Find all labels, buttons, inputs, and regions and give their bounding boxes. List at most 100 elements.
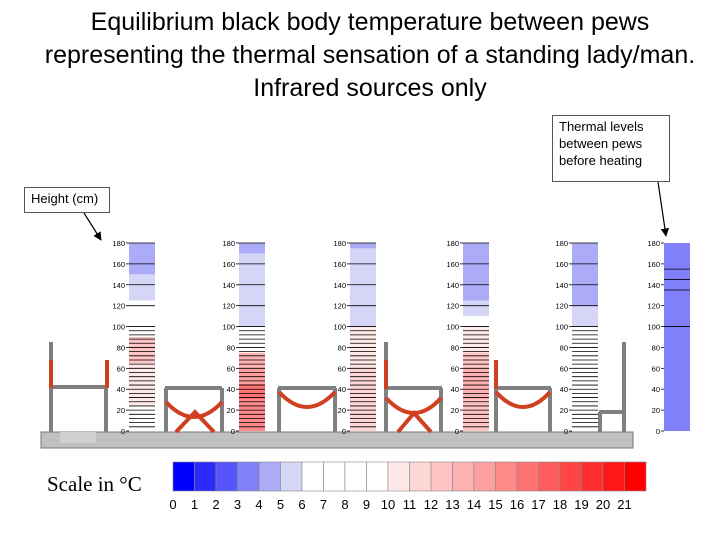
axis-tick-label: 20 [227,406,235,415]
pew-4 [384,342,443,434]
scale-tick-label: 8 [341,497,348,512]
slide-title: Equilibrium black body temperature betwe… [44,8,696,102]
thermal-levels-callout: Thermal levels between pews before heati… [552,115,670,182]
axis-tick-label: 60 [652,364,660,373]
scale-tick-label: 12 [424,497,438,512]
axis-tick-label: 140 [222,281,235,290]
scale-swatch [430,461,453,492]
column-1: 0 20 40 60 80 100 120 140 160 180 [112,239,155,436]
column-5: 0 20 40 60 80 100 120 140 160 180 [555,239,598,436]
axis-tick-label: 120 [222,302,235,311]
axis-tick-label: 180 [647,239,660,248]
scale-tick-label: 4 [255,497,262,512]
axis-tick-label: 140 [112,281,125,290]
axis-tick-label: 100 [647,323,660,332]
axis-tick-label: 20 [451,406,459,415]
scale-tick-label: 1 [191,497,198,512]
axis-tick-label: 60 [227,364,235,373]
scale-swatch [602,461,625,492]
scale-tick-label: 2 [212,497,219,512]
temperature-segment [572,243,598,306]
axis-tick-label: 120 [333,302,346,311]
thermal-callout-line-1: Thermal levels [559,119,644,134]
column-3: 0 20 40 60 80 100 120 140 160 180 [333,239,376,436]
axis-tick-label: 180 [112,239,125,248]
temperature-segment [239,384,265,400]
axis-tick-label: 160 [446,260,459,269]
scale-swatch [538,461,561,492]
axis-tick-label: 0 [342,427,346,436]
axis-tick-label: 0 [656,427,660,436]
temperature-segment [463,243,489,301]
temperature-segment [239,399,265,431]
scale-tick-label: 10 [381,497,395,512]
axis-tick-label: 60 [560,364,568,373]
axis-tick-label: 100 [446,323,459,332]
temperature-segment [463,352,489,369]
scale-swatch [452,461,475,492]
axis-tick-label: 140 [555,281,568,290]
scale-swatch [258,461,281,492]
scale-swatch [473,461,496,492]
axis-tick-label: 20 [560,406,568,415]
axis-tick-label: 140 [333,281,346,290]
scale-tick-label: 9 [363,497,370,512]
temperature-segment [239,352,265,369]
axis-tick-label: 40 [117,385,125,394]
scale-tick-label: 16 [510,497,524,512]
height-callout: Height (cm) [24,187,110,213]
scale-tick-label: 7 [320,497,327,512]
scale-tick-label: 5 [277,497,284,512]
temperature-segment [463,399,489,431]
columns-layer: 0 20 40 60 80 100 120 140 160 180 0 20 40 60 80 100 120 1… [112,239,690,436]
axis-tick-label: 160 [555,260,568,269]
scale-tick-label: 13 [445,497,459,512]
axis-tick-label: 60 [338,364,346,373]
axis-tick-label: 0 [455,427,459,436]
axis-tick-label: 0 [121,427,125,436]
axis-tick-label: 0 [231,427,235,436]
scale-swatch [172,461,195,492]
axis-tick-label: 160 [112,260,125,269]
axis-tick-label: 140 [446,281,459,290]
pew-6 [598,342,626,432]
axis-tick-label: 120 [647,302,660,311]
axis-tick-label: 100 [555,323,568,332]
axis-tick-label: 100 [222,323,235,332]
height-callout-arrow [83,212,102,241]
column-4: 0 20 40 60 80 100 120 140 160 180 [446,239,489,436]
axis-tick-label: 160 [647,260,660,269]
axis-tick-label: 180 [222,239,235,248]
scale-tick-label: 18 [553,497,567,512]
axis-tick-label: 160 [222,260,235,269]
temperature-segment [239,243,265,254]
scale-swatch [387,461,410,492]
temperature-segment [350,243,376,249]
temperature-segment [239,253,265,327]
scale-tick-label: 19 [574,497,588,512]
axis-tick-label: 40 [560,385,568,394]
temperature-segment [129,363,155,405]
thermal-callout-arrow [657,181,670,237]
column-2: 0 20 40 60 80 100 120 140 160 180 [222,239,265,436]
pew-3 [277,386,337,432]
floor-step [60,432,96,443]
temperature-segment [664,243,690,431]
temperature-segment [129,243,155,275]
axis-tick-label: 60 [117,364,125,373]
scale-swatch [559,461,582,492]
axis-tick-label: 40 [451,385,459,394]
scale-tick-label: 0 [169,497,176,512]
axis-tick-label: 20 [338,406,346,415]
temperature-segment [129,274,155,301]
scale-tick-label: 6 [298,497,305,512]
temperature-segment [463,300,489,317]
temperature-segment [463,368,489,400]
axis-tick-label: 160 [333,260,346,269]
floor-slab [40,431,634,449]
scale-swatch [194,461,217,492]
axis-tick-label: 180 [333,239,346,248]
axis-tick-label: 80 [451,343,459,352]
scale-swatch [624,461,647,492]
